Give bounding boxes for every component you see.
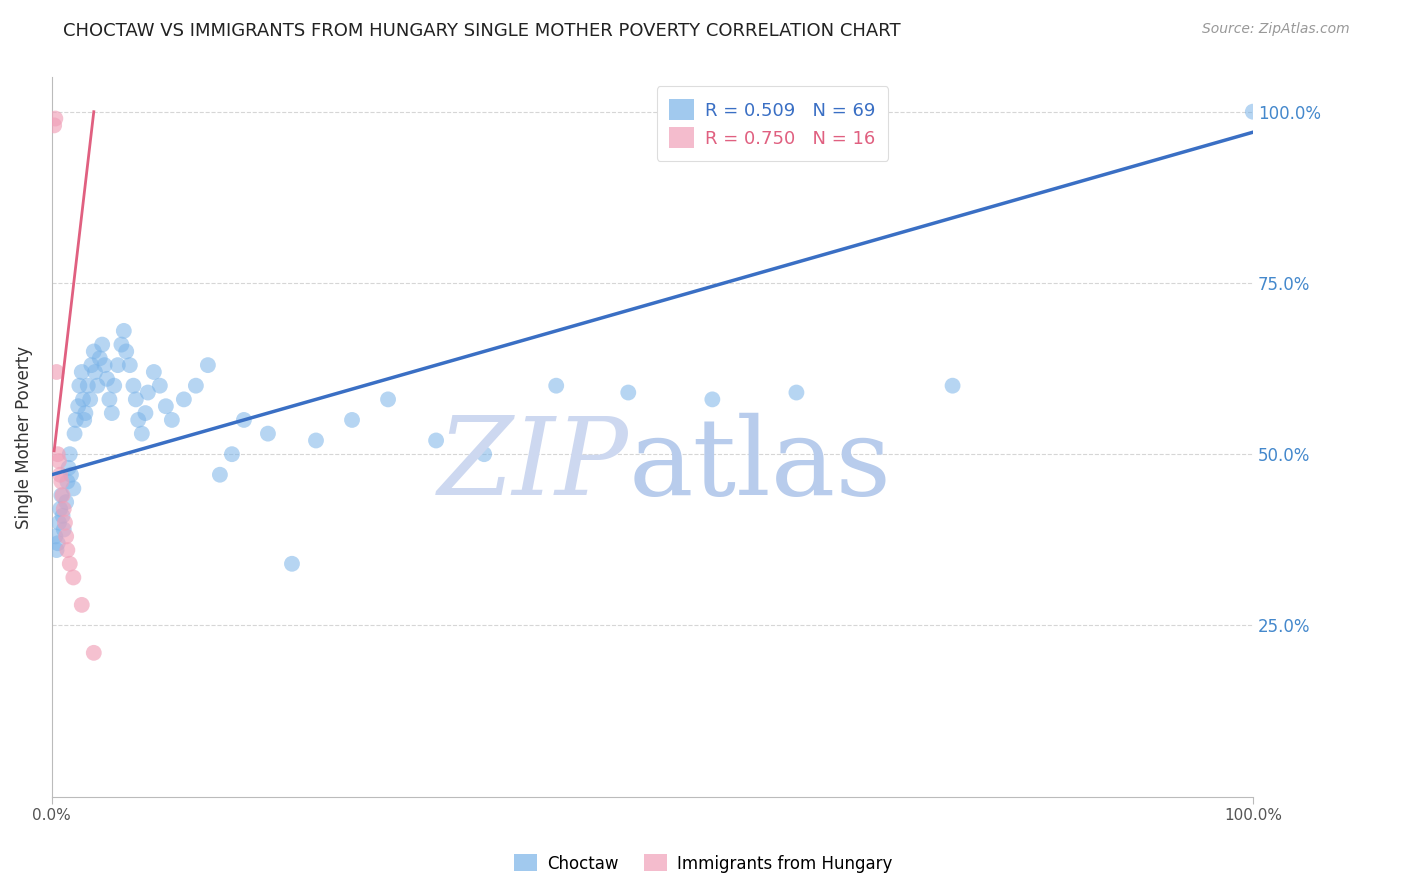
Point bbox=[53, 516, 76, 530]
Point bbox=[56, 475, 79, 489]
Point bbox=[702, 392, 724, 407]
Point bbox=[98, 392, 121, 407]
Point bbox=[80, 358, 103, 372]
Point bbox=[107, 358, 129, 372]
Point bbox=[101, 406, 124, 420]
Point bbox=[340, 413, 363, 427]
Legend: R = 0.509   N = 69, R = 0.750   N = 16: R = 0.509 N = 69, R = 0.750 N = 16 bbox=[657, 87, 889, 161]
Point bbox=[51, 475, 73, 489]
Point bbox=[67, 399, 90, 413]
Text: atlas: atlas bbox=[628, 413, 891, 518]
Point bbox=[91, 337, 114, 351]
Point bbox=[160, 413, 183, 427]
Point bbox=[72, 392, 94, 407]
Point bbox=[44, 112, 66, 126]
Point bbox=[149, 378, 172, 392]
Point bbox=[83, 646, 105, 660]
Point bbox=[136, 385, 159, 400]
Point bbox=[785, 385, 807, 400]
Point bbox=[281, 557, 304, 571]
Point bbox=[70, 598, 93, 612]
Point bbox=[59, 557, 82, 571]
Y-axis label: Single Mother Poverty: Single Mother Poverty bbox=[15, 345, 32, 529]
Point bbox=[125, 392, 148, 407]
Point bbox=[48, 516, 70, 530]
Point bbox=[59, 447, 82, 461]
Point bbox=[208, 467, 231, 482]
Point bbox=[51, 488, 73, 502]
Legend: Choctaw, Immigrants from Hungary: Choctaw, Immigrants from Hungary bbox=[508, 847, 898, 880]
Point bbox=[45, 365, 67, 379]
Point bbox=[62, 482, 84, 496]
Point bbox=[46, 447, 69, 461]
Point bbox=[221, 447, 243, 461]
Point bbox=[103, 378, 125, 392]
Point bbox=[89, 351, 111, 366]
Point bbox=[173, 392, 195, 407]
Point bbox=[546, 378, 568, 392]
Point bbox=[84, 365, 107, 379]
Point bbox=[257, 426, 280, 441]
Point bbox=[75, 406, 97, 420]
Point bbox=[52, 523, 75, 537]
Point bbox=[127, 413, 149, 427]
Point bbox=[55, 495, 77, 509]
Point bbox=[184, 378, 207, 392]
Point bbox=[118, 358, 141, 372]
Point bbox=[134, 406, 156, 420]
Point bbox=[56, 543, 79, 558]
Point bbox=[46, 536, 69, 550]
Point bbox=[52, 502, 75, 516]
Point bbox=[142, 365, 165, 379]
Point bbox=[122, 378, 145, 392]
Point bbox=[73, 413, 96, 427]
Point bbox=[44, 529, 66, 543]
Point bbox=[112, 324, 135, 338]
Point bbox=[232, 413, 254, 427]
Point bbox=[44, 119, 66, 133]
Point bbox=[93, 358, 115, 372]
Point bbox=[51, 488, 73, 502]
Point bbox=[45, 543, 67, 558]
Point bbox=[83, 344, 105, 359]
Point bbox=[617, 385, 640, 400]
Point bbox=[115, 344, 138, 359]
Point bbox=[942, 378, 965, 392]
Point bbox=[59, 467, 82, 482]
Point bbox=[472, 447, 495, 461]
Point bbox=[131, 426, 153, 441]
Point bbox=[65, 413, 87, 427]
Point bbox=[70, 365, 93, 379]
Point bbox=[62, 570, 84, 584]
Point bbox=[425, 434, 447, 448]
Point bbox=[51, 508, 73, 523]
Point bbox=[79, 392, 101, 407]
Point bbox=[55, 529, 77, 543]
Point bbox=[155, 399, 177, 413]
Point bbox=[1241, 104, 1264, 119]
Point bbox=[96, 372, 118, 386]
Point bbox=[58, 461, 80, 475]
Point bbox=[48, 454, 70, 468]
Text: Source: ZipAtlas.com: Source: ZipAtlas.com bbox=[1202, 22, 1350, 37]
Point bbox=[49, 467, 72, 482]
Point bbox=[305, 434, 328, 448]
Point bbox=[377, 392, 399, 407]
Text: ZIP: ZIP bbox=[437, 413, 628, 518]
Point bbox=[49, 502, 72, 516]
Text: CHOCTAW VS IMMIGRANTS FROM HUNGARY SINGLE MOTHER POVERTY CORRELATION CHART: CHOCTAW VS IMMIGRANTS FROM HUNGARY SINGL… bbox=[63, 22, 901, 40]
Point bbox=[63, 426, 86, 441]
Point bbox=[197, 358, 219, 372]
Point bbox=[76, 378, 98, 392]
Point bbox=[86, 378, 108, 392]
Point bbox=[67, 378, 90, 392]
Point bbox=[110, 337, 132, 351]
